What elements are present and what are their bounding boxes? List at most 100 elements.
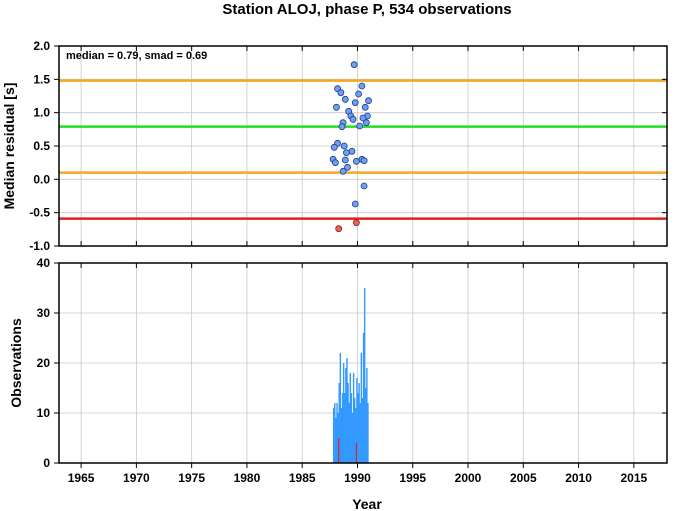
residual-point	[358, 82, 366, 90]
residual-point	[333, 103, 340, 111]
observation-bar	[336, 403, 338, 463]
residual-point	[360, 157, 368, 165]
top-y-tick-label: 2.0	[33, 39, 50, 53]
chart-title: Station ALOJ, phase P, 534 observations	[222, 1, 511, 18]
x-tick-label: 1990	[344, 471, 371, 485]
observation-bar	[344, 393, 346, 463]
residual-point	[351, 99, 359, 107]
observation-bar	[363, 288, 366, 463]
x-tick-label: 1985	[289, 471, 316, 485]
top-y-tick-label: 1.0	[33, 106, 50, 120]
observation-bar	[342, 363, 345, 463]
x-tick-label: 2015	[620, 471, 647, 485]
observation-bar	[361, 398, 364, 463]
observation-bar	[346, 358, 348, 463]
top-y-tick-label: 1.5	[33, 72, 50, 86]
residual-point	[351, 200, 359, 208]
observation-bar	[354, 398, 356, 463]
observation-bar	[350, 393, 353, 463]
observation-bar	[333, 408, 335, 463]
x-tick-labels: 1965 1970 1975 1980 1985 1990 1995 2000 2005 2010…	[68, 471, 648, 485]
observation-bar	[357, 393, 359, 463]
residual-point	[343, 149, 350, 157]
observation-bar	[355, 408, 357, 463]
bottom-y-tick-labels: 40 30 20 10 0	[37, 256, 51, 470]
reference-lines	[59, 79, 667, 220]
residual-point	[337, 89, 345, 97]
top-ticks	[54, 45, 667, 247]
bottom-y-tick-label: 20	[37, 356, 51, 370]
observation-bar	[366, 368, 368, 463]
residual-point	[362, 119, 370, 127]
residual-point	[338, 123, 346, 131]
observation-bar	[345, 368, 347, 463]
observation-bar	[341, 393, 344, 463]
top-y-axis-label: Median residual [s]	[1, 83, 17, 210]
residual-point	[355, 90, 362, 98]
x-tick-label: 2000	[455, 471, 482, 485]
x-tick-label: 1975	[178, 471, 205, 485]
bottom-ticks	[54, 262, 667, 468]
x-tick-label: 1995	[399, 471, 426, 485]
observation-bar	[365, 388, 367, 463]
outlier-point	[335, 225, 343, 233]
observation-bar	[359, 403, 361, 463]
observation-bar	[367, 403, 369, 463]
residual-point	[331, 159, 339, 167]
residual-point	[341, 95, 349, 103]
top-gridlines	[59, 45, 667, 247]
residual-point	[349, 115, 357, 123]
observation-bar	[335, 418, 337, 463]
x-axis-label: Year	[352, 496, 382, 511]
top-y-tick-label: 0.0	[33, 172, 50, 186]
residual-point	[350, 61, 358, 69]
residual-point	[360, 182, 368, 190]
bottom-y-tick-label: 10	[37, 406, 51, 420]
observation-bar	[360, 353, 363, 463]
residual-point	[348, 147, 356, 155]
residual-point	[359, 114, 367, 122]
observation-bar	[356, 378, 358, 463]
residual-point	[361, 103, 369, 111]
bottom-y-tick-label: 30	[37, 306, 51, 320]
residual-point	[339, 167, 347, 175]
top-y-tick-label: -0.5	[29, 206, 50, 220]
top-y-tick-label: 0.5	[33, 139, 50, 153]
residual-point	[340, 142, 348, 150]
observation-bar	[340, 408, 343, 463]
x-tick-label: 1980	[234, 471, 261, 485]
residual-point	[330, 143, 338, 151]
observation-bar	[349, 373, 351, 463]
observation-bar	[347, 383, 349, 463]
bottom-y-axis-label: Observations	[8, 318, 24, 408]
residual-point	[352, 157, 360, 165]
residual-points	[329, 61, 372, 233]
residual-point	[344, 163, 351, 171]
outlier-observation-bar	[355, 443, 357, 463]
residual-point	[356, 122, 364, 130]
bottom-y-tick-label: 40	[37, 256, 51, 270]
top-panel: 2.0 1.5 1.0 0.5 0.0 -0.5 -1.0 median = 0.79, s…	[1, 39, 668, 253]
top-y-tick-label: -1.0	[29, 239, 50, 253]
outlier-point	[352, 219, 360, 227]
observation-bar	[338, 383, 340, 463]
residual-point	[365, 97, 372, 105]
observation-bar	[362, 333, 365, 463]
top-y-tick-labels: 2.0 1.5 1.0 0.5 0.0 -0.5 -1.0	[29, 39, 50, 253]
observation-bar	[351, 413, 354, 463]
observation-bar	[334, 403, 336, 463]
observation-bars	[333, 288, 369, 463]
bottom-y-tick-label: 0	[43, 456, 50, 470]
x-tick-label: 1965	[68, 471, 95, 485]
outlier-observation-bar	[338, 438, 340, 463]
observation-bar	[358, 383, 360, 463]
x-tick-label: 2010	[565, 471, 592, 485]
observation-bar	[348, 403, 350, 463]
median-smad-annotation: median = 0.79, smad = 0.69	[66, 50, 207, 62]
observation-bar	[339, 353, 342, 463]
residual-point	[341, 156, 349, 164]
x-tick-label: 1970	[123, 471, 150, 485]
x-tick-label: 2005	[510, 471, 537, 485]
